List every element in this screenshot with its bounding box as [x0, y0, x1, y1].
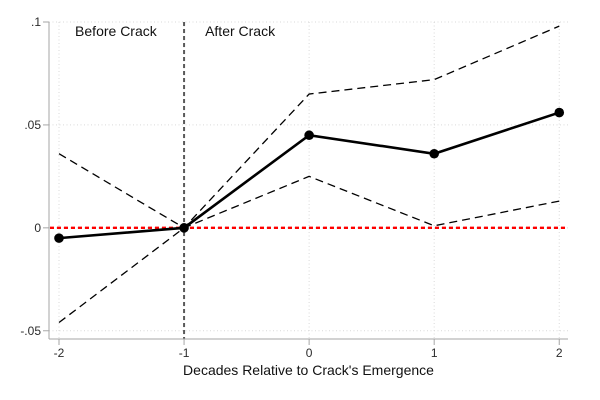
- y-tick-label: .05: [24, 117, 41, 132]
- x-axis-title: Decades Relative to Crack's Emergence: [183, 362, 434, 378]
- point-estimate-marker: [429, 148, 439, 159]
- x-tick-label: -1: [178, 346, 190, 360]
- after-crack-annotation: After Crack: [205, 23, 276, 40]
- y-tick-label: -.05: [20, 323, 41, 338]
- point-estimate-marker: [179, 223, 189, 233]
- y-tick-label: .1: [30, 15, 41, 29]
- x-tick-label: 2: [555, 346, 563, 360]
- x-tick-label: 0: [305, 346, 313, 360]
- x-tick-label: 1: [430, 346, 438, 360]
- point-estimate-marker: [54, 233, 64, 243]
- x-tick-label: -2: [53, 346, 65, 360]
- lower-confidence-band-line: [58, 175, 560, 324]
- upper-confidence-band-line: [58, 25, 560, 229]
- y-tick-label: 0: [34, 220, 41, 235]
- before-crack-annotation: Before Crack: [75, 23, 157, 40]
- point-estimate-marker: [554, 107, 565, 118]
- point-estimate-marker: [304, 130, 314, 141]
